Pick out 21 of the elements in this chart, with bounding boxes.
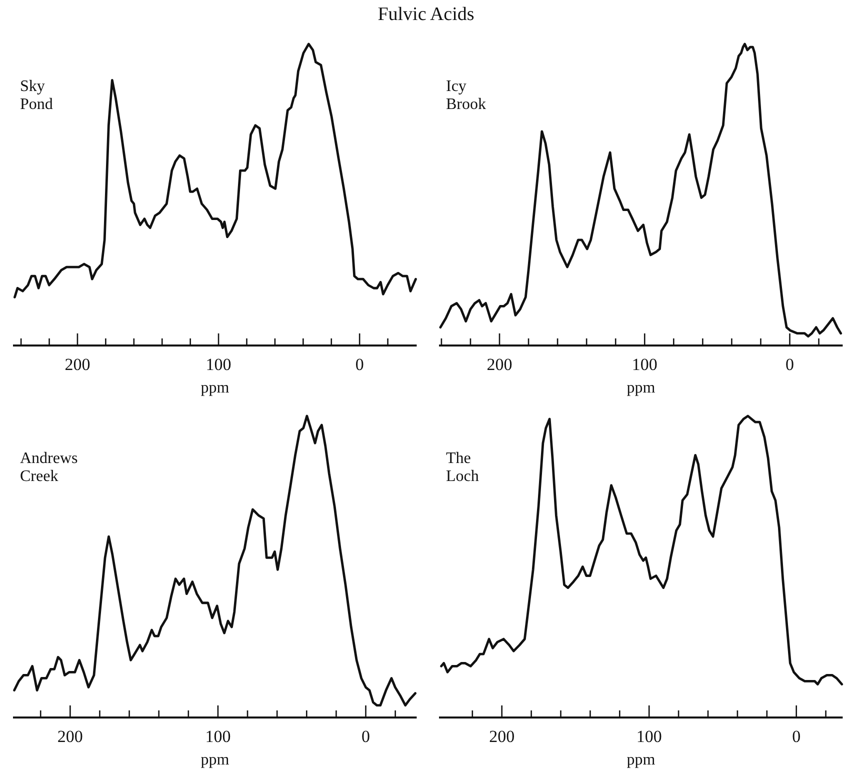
text: Sky Pond [20,78,53,114]
x-tick-label: 100 [632,355,658,374]
x-tick-label: 200 [486,355,512,374]
x-tick-label: 0 [355,355,364,374]
x-axis-title: ppm [200,752,230,769]
x-tick-label: 100 [636,727,662,746]
text: Icy Brook [446,78,486,114]
x-axis-title: ppm [626,380,656,397]
x-tick-label: 100 [205,727,231,746]
text: Fulvic Acids [376,4,476,26]
text: The Loch [446,450,479,486]
x-axis-title: ppm [200,380,230,397]
x-tick-label: 0 [786,355,794,374]
x-tick-label: 0 [362,727,370,746]
x-tick-label: 200 [57,727,83,746]
x-tick-label: 0 [792,727,801,746]
x-tick-label: 200 [489,727,515,746]
x-tick-label: 200 [64,355,90,374]
x-axis-title: ppm [626,752,656,769]
x-tick-label: 100 [206,355,232,374]
text: Andrews Creek [20,450,78,486]
